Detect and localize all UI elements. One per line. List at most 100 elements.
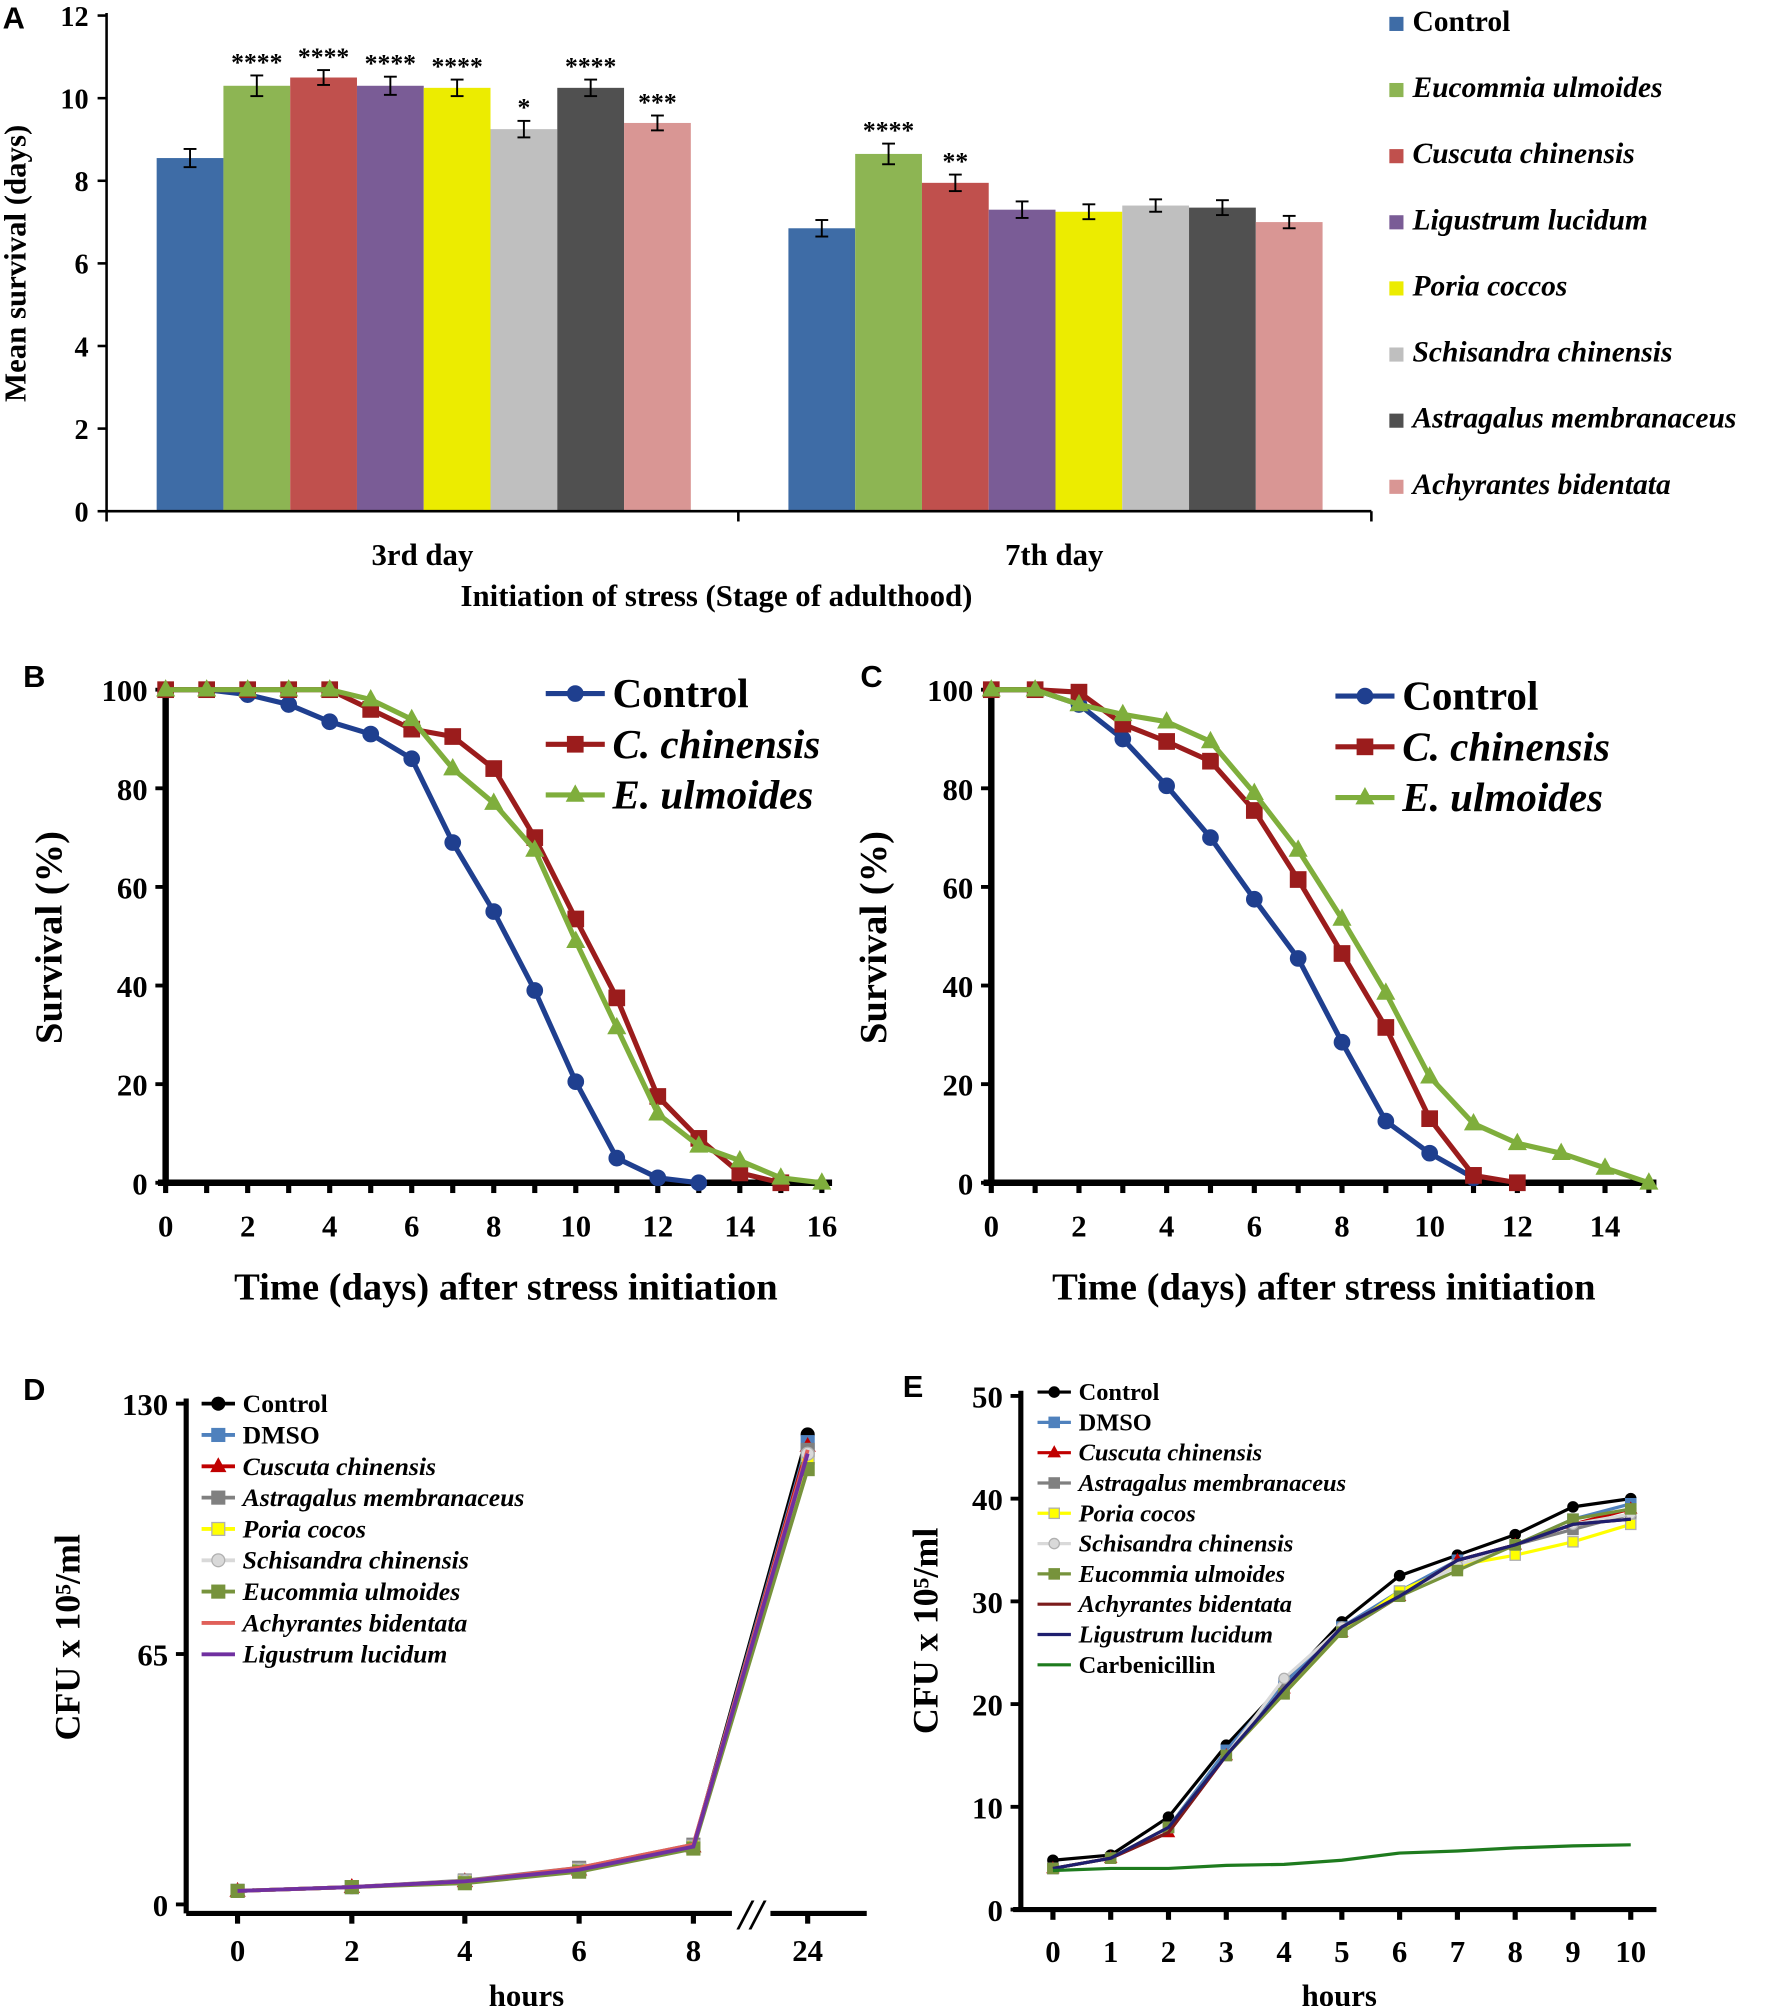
legend-label: Ligustrum lucidum (1411, 204, 1647, 236)
x-axis-title: hours (1302, 1979, 1377, 2006)
legend-swatch (1389, 413, 1404, 428)
significance-label: *** (638, 87, 677, 116)
legend-label: Control (1402, 673, 1538, 719)
data-point (1465, 1167, 1482, 1184)
y-axis-title: CFU x 10⁵/ml (48, 1534, 88, 1740)
legend-label: Schisandra chinensis (243, 1546, 469, 1575)
significance-label: **** (863, 115, 914, 144)
data-point (1420, 1066, 1440, 1084)
data-point (567, 1073, 585, 1091)
data-point (197, 679, 217, 697)
data-point (403, 750, 421, 768)
legend-label: Achyrantes bidentata (1077, 1591, 1292, 1618)
data-point (689, 1135, 709, 1153)
data-point (1289, 950, 1307, 967)
data-point (1158, 777, 1175, 795)
category-label: 3rd day (372, 538, 474, 572)
data-point (1333, 945, 1351, 962)
x-tick-label: 12 (642, 1210, 673, 1244)
data-point (1377, 1019, 1395, 1036)
legend-swatch (1389, 479, 1404, 494)
series-cuscuta-chinensis (1046, 1501, 1638, 1874)
bar (921, 182, 989, 512)
legend-label: C. chinensis (612, 721, 820, 767)
data-point (1157, 711, 1177, 729)
data-point (1244, 782, 1264, 801)
x-axis-title: hours (489, 1979, 564, 2006)
legend-label: Poria cocos (242, 1514, 366, 1543)
x-tick-label: 2 (1071, 1210, 1086, 1244)
legend-label: Eucommia ulmoides (242, 1577, 461, 1606)
data-point (444, 728, 462, 745)
x-tick-label: 16 (806, 1210, 837, 1244)
x-tick-label: 12 (1502, 1210, 1533, 1244)
x-tick-label: 0 (984, 1210, 999, 1244)
legend-marker (1356, 738, 1374, 756)
data-point (812, 1172, 832, 1190)
data-point (361, 688, 381, 707)
legend-label: Control (1079, 1379, 1160, 1406)
bar (557, 87, 625, 512)
series-line (1052, 1843, 1631, 1873)
data-point (1245, 890, 1263, 908)
legend-swatch (1389, 149, 1404, 164)
y-axis-title: CFU x 10⁵/ml (905, 1528, 945, 1734)
x-tick-label: 4 (322, 1210, 337, 1244)
y-tick-label: 100 (101, 674, 147, 708)
legend-marker (211, 1396, 226, 1411)
data-point (1376, 982, 1396, 1000)
legend-marker (1048, 1477, 1060, 1489)
legend-label: DMSO (243, 1420, 320, 1449)
y-tick-label: 20 (972, 1689, 1003, 1723)
y-axis-title: Mean survival (days) (0, 125, 33, 402)
data-point (279, 679, 299, 697)
data-point (1289, 871, 1307, 888)
x-tick-label: 4 (1276, 1935, 1291, 1969)
x-axis-title: Initiation of stress (Stage of adulthood… (461, 579, 973, 613)
y-tick-label: 50 (972, 1380, 1003, 1414)
significance-label: **** (565, 51, 616, 80)
y-axis-title: Survival (%) (853, 831, 895, 1044)
legend-label: Cuscuta chinensis (243, 1452, 436, 1481)
x-tick-label: 0 (230, 1934, 245, 1968)
y-tick-label: 80 (117, 773, 148, 807)
legend-marker (211, 1490, 226, 1505)
bar (788, 228, 856, 512)
y-tick-label: 8 (74, 167, 88, 198)
data-point (484, 792, 504, 810)
category-label: 7th day (1005, 538, 1104, 572)
data-point (649, 1169, 667, 1187)
legend-label: Control (612, 670, 748, 716)
x-tick-label: 4 (457, 1934, 472, 1968)
data-point (1451, 1564, 1464, 1577)
x-tick-label: 10 (560, 1210, 591, 1244)
chart-e-cfu-10h: 0 10 20 30 40 50 0 1 2 3 4 5 6 7 8 9 10 hours CFU x 10⁵/ml… (905, 1379, 1657, 2006)
x-tick-label: 5 (1334, 1935, 1349, 1969)
data-point (1551, 1142, 1571, 1160)
legend-label: Ligustrum lucidum (242, 1640, 448, 1669)
data-point (1508, 1174, 1526, 1192)
y-tick-label: 10 (972, 1791, 1003, 1825)
data-point (648, 1103, 668, 1121)
panel-label-e: E (903, 1369, 924, 1404)
significance-label: **** (298, 42, 349, 71)
panel-label-b: B (23, 659, 45, 694)
data-point (1025, 679, 1045, 697)
data-point (1624, 1503, 1637, 1515)
data-point (1202, 752, 1219, 770)
significance-label: **** (365, 49, 416, 78)
y-tick-label: 4 (74, 332, 88, 363)
data-point (1202, 829, 1219, 846)
data-point (485, 760, 503, 777)
series-ligustrum-lucidum (1052, 1517, 1631, 1871)
series-line (991, 687, 1475, 1181)
y-tick-label: 40 (117, 970, 148, 1004)
data-point (443, 758, 463, 776)
legend-label: Astragalus membranaceus (241, 1483, 525, 1512)
data-point (156, 679, 176, 697)
legend-label: Carbenicillin (1079, 1652, 1216, 1679)
series-c-chinensis (982, 681, 1526, 1192)
data-point (1463, 1113, 1484, 1131)
data-point (566, 930, 586, 948)
